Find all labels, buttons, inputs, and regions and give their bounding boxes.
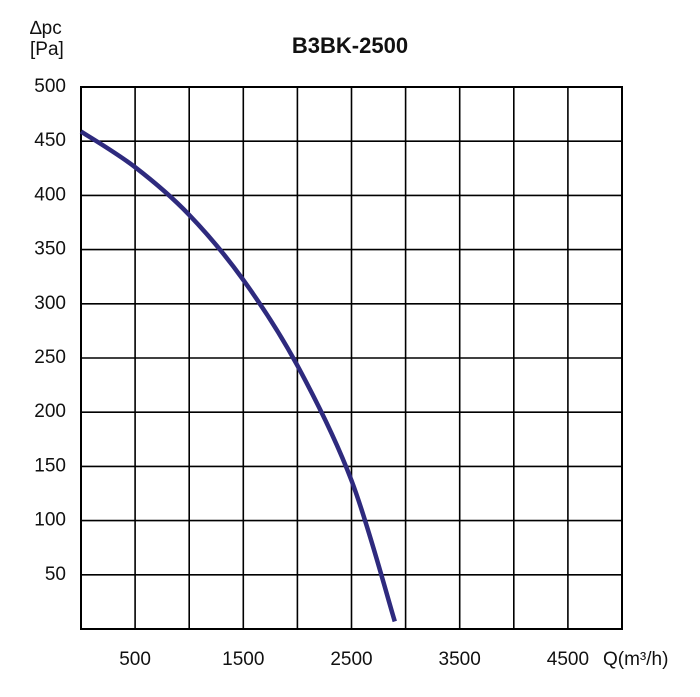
y-tick-label: 300 [34, 293, 66, 314]
y-tick-label: 450 [34, 130, 66, 151]
y-tick-label: 50 [45, 564, 66, 585]
y-tick-label: 350 [34, 239, 66, 260]
y-axis-label: [Pa] [30, 39, 64, 60]
y-tick-label: 100 [34, 510, 66, 531]
y-tick-label: 400 [34, 184, 66, 205]
x-tick-label: 4500 [547, 649, 589, 670]
x-tick-label: 3500 [439, 649, 481, 670]
x-axis-label: Q(m³/h) [603, 649, 668, 670]
y-tick-label: 200 [34, 401, 66, 422]
y-tick-label: 250 [34, 347, 66, 368]
x-tick-label: 1500 [222, 649, 264, 670]
chart-title: B3BK-2500 [292, 33, 408, 58]
x-tick-label: 2500 [330, 649, 372, 670]
curve [79, 129, 397, 623]
y-axis-label: ∆pc [30, 18, 62, 39]
y-tick-label: 150 [34, 455, 66, 476]
y-tick-label: 500 [34, 76, 66, 97]
x-tick-label: 500 [119, 649, 151, 670]
